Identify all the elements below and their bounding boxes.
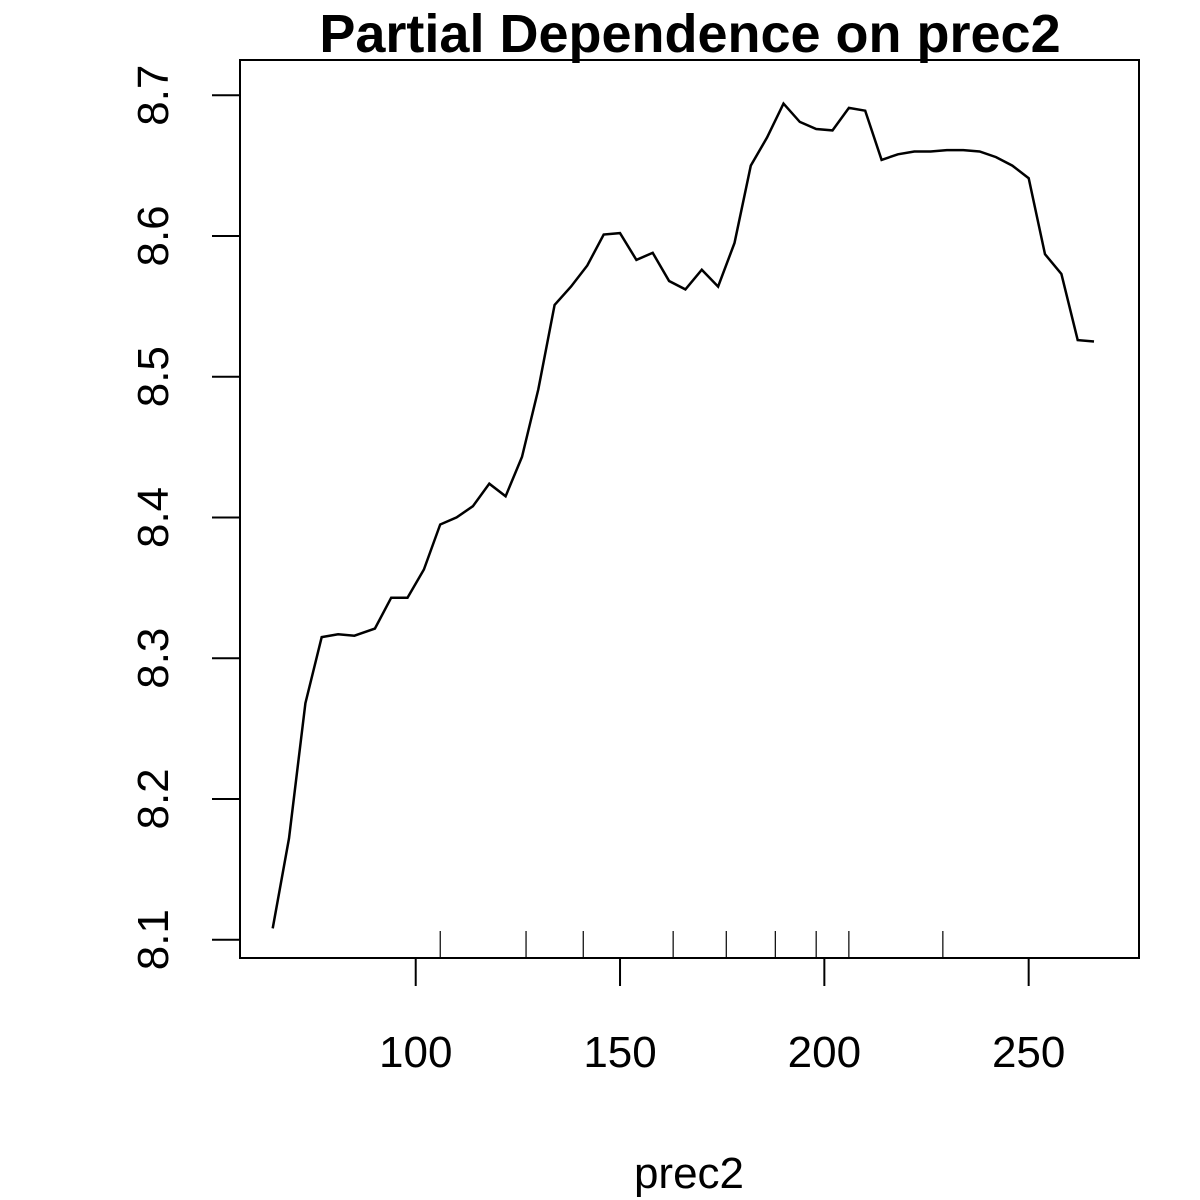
y-tick-label: 8.6 — [129, 205, 178, 266]
plot-frame — [239, 59, 1140, 959]
y-tick-label: 8.1 — [129, 909, 178, 970]
rug-marks — [439, 931, 944, 958]
y-tick-label: 8.5 — [129, 346, 178, 407]
x-tick-label: 150 — [583, 1028, 656, 1077]
y-axis: 8.1 8.2 8.3 8.4 8.5 8.6 8.7 — [129, 65, 241, 970]
x-tick-label: 100 — [379, 1028, 452, 1077]
x-tick-label: 200 — [788, 1028, 861, 1077]
y-tick-label: 8.4 — [129, 487, 178, 548]
y-tick-label: 8.2 — [129, 768, 178, 829]
y-tick-label: 8.3 — [129, 628, 178, 689]
partial-dependence-line — [271, 101, 1095, 929]
x-axis-label: prec2 — [634, 1149, 744, 1198]
chart-title: Partial Dependence on prec2 — [319, 4, 1060, 64]
x-tick-label: 250 — [992, 1028, 1065, 1077]
x-axis: 100 150 200 250 — [379, 957, 1065, 1077]
y-tick-label: 8.7 — [129, 65, 178, 126]
